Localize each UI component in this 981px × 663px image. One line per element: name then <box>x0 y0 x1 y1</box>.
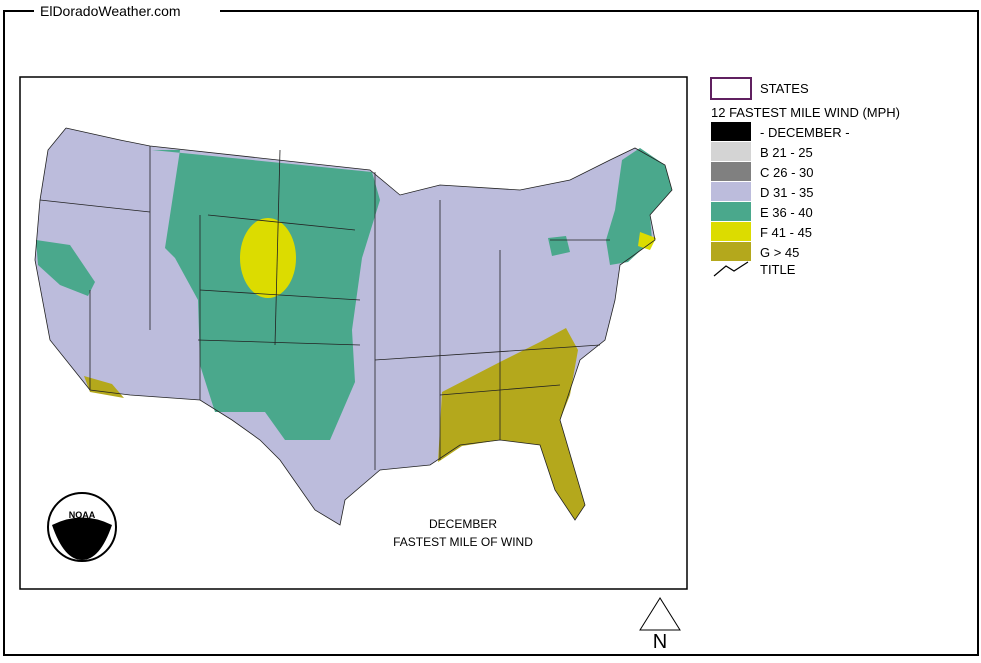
legend-label: E 36 - 40 <box>760 205 813 220</box>
legend-states: STATES <box>760 81 809 96</box>
outer-frame <box>3 10 979 656</box>
site-title: ElDoradoWeather.com <box>40 3 181 19</box>
north-label: N <box>653 631 667 653</box>
legend-label: - DECEMBER - <box>760 125 850 140</box>
region-f <box>240 218 296 298</box>
region-e <box>548 236 570 256</box>
legend-swatch <box>711 202 751 221</box>
legend-label: D 31 - 35 <box>760 185 813 200</box>
region-e <box>36 240 95 296</box>
legend-swatch <box>711 182 751 201</box>
title-backdrop <box>34 2 220 20</box>
map-caption: DECEMBER <box>429 517 497 531</box>
noaa-logo: NOAA <box>47 492 117 562</box>
us-map <box>34 127 673 526</box>
logo-text: NOAA <box>69 510 96 520</box>
state-borders <box>34 127 673 526</box>
legend-title: 12 FASTEST MILE WIND (MPH) <box>711 105 900 120</box>
legend-label: C 26 - 30 <box>760 165 813 180</box>
states-swatch <box>710 77 752 100</box>
legend: STATES 12 FASTEST MILE WIND (MPH) - DECE… <box>710 77 900 277</box>
legend-label: G > 45 <box>760 245 799 260</box>
legend-label: TITLE <box>760 262 796 277</box>
region-g <box>84 376 124 398</box>
region-e <box>606 148 672 265</box>
legend-swatch <box>711 222 751 241</box>
region-f <box>638 232 656 250</box>
legend-label: F 41 - 45 <box>760 225 812 240</box>
map-caption: FASTEST MILE OF WIND <box>393 535 533 549</box>
legend-swatch <box>711 122 751 141</box>
legend-swatch <box>711 162 751 181</box>
legend-swatch <box>711 242 751 261</box>
legend-label: B 21 - 25 <box>760 145 813 160</box>
north-arrow: N <box>639 597 681 653</box>
title-line-icon <box>713 261 749 277</box>
legend-swatch <box>711 142 751 161</box>
region-g <box>438 328 585 520</box>
